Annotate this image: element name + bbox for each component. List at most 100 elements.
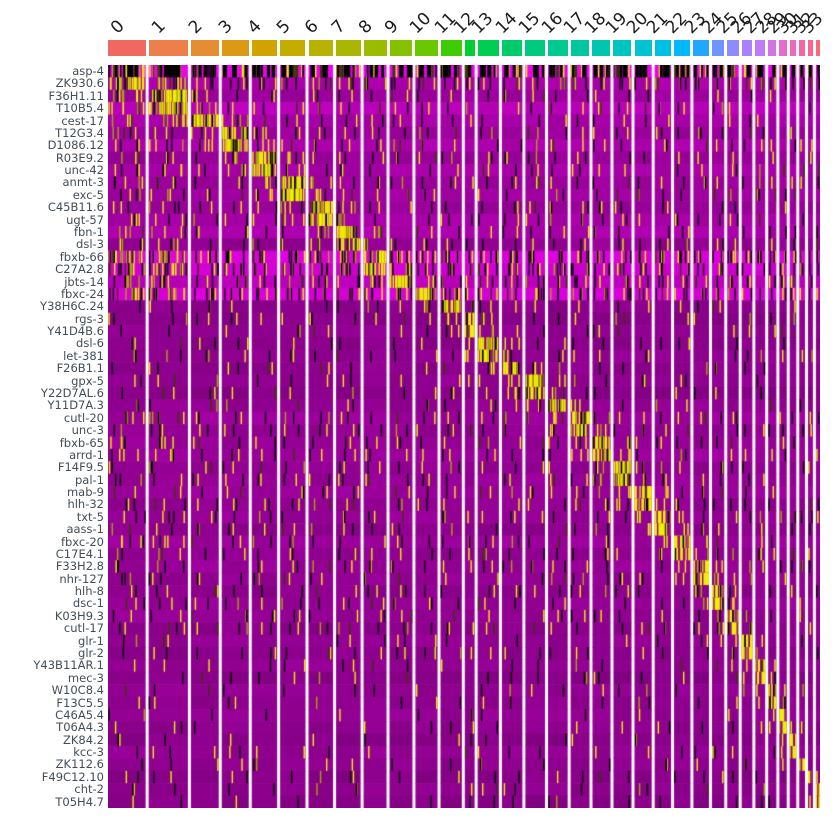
cluster-tick-label: 7 — [328, 16, 350, 38]
gene-tick-label: ZK930.6 — [55, 76, 104, 91]
gene-tick-label: cutl-20 — [63, 410, 104, 425]
cluster-tick-label: 4 — [244, 16, 267, 38]
gene-tick-label: W10C8.4 — [51, 683, 104, 698]
gene-tick-label: unc-3 — [71, 423, 104, 438]
gene-tick-label: fbn-1 — [73, 224, 104, 239]
gene-tick-label: hlh-8 — [74, 584, 104, 599]
cluster-tick-label: 3 — [215, 16, 237, 38]
gene-tick-label: cutl-17 — [63, 621, 104, 636]
gene-tick-label: unc-42 — [64, 163, 104, 178]
gene-tick-label: mec-3 — [67, 670, 104, 685]
cluster-color-swatch — [308, 40, 334, 56]
cluster-tick-label: 5 — [272, 16, 295, 38]
heatmap-canvas — [108, 65, 820, 808]
cluster-color-swatch — [548, 40, 568, 56]
gene-tick-label: C45B11.6 — [47, 200, 104, 215]
gene-tick-label: T10B5.4 — [56, 101, 104, 116]
cluster-color-swatch — [799, 40, 805, 56]
cluster-color-swatch — [727, 40, 739, 56]
gene-tick-label: Y43B11AR.1 — [33, 658, 104, 673]
cluster-color-swatch — [464, 40, 475, 56]
cluster-color-swatch — [440, 40, 462, 56]
gene-tick-label: dsc-1 — [72, 596, 104, 611]
cluster-color-swatch — [190, 40, 219, 56]
gene-tick-label: kcc-3 — [73, 745, 104, 760]
gene-tick-label: ZK112.6 — [55, 757, 104, 772]
gene-tick-label: T12G3.4 — [55, 125, 104, 140]
gene-tick-label: aass-1 — [66, 522, 104, 537]
gene-tick-label: dsl-6 — [76, 336, 104, 351]
gene-tick-label: Y22D7AL.6 — [40, 385, 104, 400]
gene-axis-labels: asp-4 ZK930.6 F36H1.11 T10B5.4 cest-17 T12G3.… — [0, 0, 108, 840]
gene-tick-label: fbxb-66 — [59, 249, 104, 264]
gene-tick-label: ugt-57 — [66, 212, 104, 227]
gene-tick-label: Y11D7A.3 — [47, 398, 104, 413]
cluster-color-swatch — [415, 40, 438, 56]
gene-tick-label: fbxc-20 — [60, 534, 104, 549]
cluster-color-swatch — [501, 40, 523, 56]
gene-tick-label: exc-5 — [72, 187, 104, 202]
cluster-tick-label: 1 — [148, 16, 170, 38]
cluster-tick-label: 6 — [300, 16, 323, 38]
cluster-color-swatch — [363, 40, 387, 56]
cluster-color-swatch — [711, 40, 725, 56]
gene-tick-label: F36H1.11 — [48, 88, 104, 103]
cluster-color-swatch — [807, 40, 813, 56]
gene-tick-label: F13C5.5 — [56, 695, 104, 710]
gene-tick-label: anmt-3 — [62, 175, 104, 190]
cluster-tick-label: 2 — [184, 16, 207, 38]
cluster-color-bar — [108, 40, 820, 56]
gene-tick-label: ZK84.2 — [62, 732, 104, 747]
cluster-tick-label: 9 — [380, 16, 403, 38]
cluster-color-swatch — [108, 40, 146, 56]
cluster-color-swatch — [634, 40, 652, 56]
gene-tick-label: cht-2 — [74, 782, 104, 797]
gene-tick-label: D1086.12 — [47, 138, 104, 153]
cluster-color-swatch — [674, 40, 691, 56]
gene-tick-label: T05H4.7 — [55, 794, 104, 809]
cluster-color-swatch — [280, 40, 306, 56]
cluster-color-swatch — [148, 40, 188, 56]
cluster-color-swatch — [789, 40, 797, 56]
gene-tick-label: K03H9.3 — [54, 608, 104, 623]
cluster-color-swatch — [768, 40, 777, 56]
gene-tick-label: rgs-3 — [74, 311, 104, 326]
cluster-color-swatch — [592, 40, 611, 56]
gene-tick-label: C17E4.1 — [55, 546, 104, 561]
gene-tick-label: asp-4 — [72, 64, 104, 78]
cluster-color-swatch — [741, 40, 753, 56]
gene-tick-label: let-381 — [63, 348, 104, 363]
gene-tick-label: F14F9.5 — [57, 460, 104, 475]
gene-tick-label: cest-17 — [61, 113, 104, 128]
cluster-color-swatch — [815, 40, 820, 56]
cluster-color-swatch — [336, 40, 361, 56]
gene-tick-label: arrd-1 — [69, 447, 104, 462]
gene-tick-label: C46A5.4 — [55, 707, 104, 722]
gene-tick-label: F49C12.10 — [41, 769, 104, 784]
gene-tick-label: glr-1 — [78, 633, 104, 648]
gene-tick-label: hlh-32 — [67, 497, 104, 512]
cluster-color-swatch — [779, 40, 787, 56]
gene-tick-label: glr-2 — [78, 646, 104, 661]
gene-tick-label: F33H2.8 — [55, 559, 104, 574]
gene-tick-label: fbxb-65 — [59, 435, 104, 450]
gene-tick-label: dsl-3 — [76, 237, 104, 252]
cluster-color-swatch — [525, 40, 546, 56]
cluster-color-swatch — [389, 40, 413, 56]
cluster-color-swatch — [251, 40, 278, 56]
cluster-color-swatch — [613, 40, 632, 56]
gene-tick-label: txt-5 — [76, 509, 104, 524]
cluster-color-swatch — [477, 40, 499, 56]
gene-tick-label: jbts-14 — [64, 274, 104, 289]
gene-tick-label: mab-9 — [66, 485, 104, 500]
gene-tick-label: T06A4.3 — [56, 720, 104, 735]
gene-tick-label: Y41D4B.6 — [47, 324, 104, 339]
cluster-color-swatch — [221, 40, 249, 56]
cluster-tick-label: 0 — [106, 16, 129, 38]
cluster-color-swatch — [755, 40, 766, 56]
gene-tick-label: pal-1 — [74, 472, 104, 487]
gene-tick-label: C27A2.8 — [55, 262, 104, 277]
gene-tick-label: R03E9.2 — [55, 150, 104, 165]
cluster-color-swatch — [570, 40, 590, 56]
